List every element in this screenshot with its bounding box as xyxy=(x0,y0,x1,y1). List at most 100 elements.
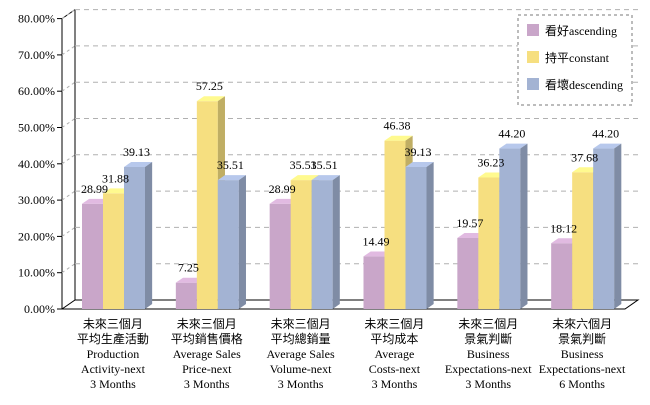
bar-front xyxy=(103,193,124,309)
x-category-label-line: 景氣判斷 xyxy=(558,332,606,346)
value-label: 39.13 xyxy=(123,145,150,159)
bar-front xyxy=(175,282,197,309)
bar-front xyxy=(593,148,615,309)
value-label: 35.51 xyxy=(217,158,244,172)
legend-swatch xyxy=(527,78,539,90)
gridline-diagonal xyxy=(61,45,76,56)
y-tick-label: 30.00% xyxy=(18,193,55,207)
bar-front xyxy=(457,237,479,309)
gridline-diagonal xyxy=(61,190,76,201)
value-label: 31.88 xyxy=(102,171,129,185)
y-tick-label: 20.00% xyxy=(18,229,55,243)
gridline-diagonal xyxy=(61,154,76,165)
y-tick-label: 70.00% xyxy=(18,48,55,62)
value-label: 28.99 xyxy=(269,182,296,196)
chart-floor xyxy=(60,299,640,310)
value-label: 37.68 xyxy=(571,150,598,164)
x-category-label-line: 3 Months xyxy=(184,377,230,391)
bar-front xyxy=(551,243,573,309)
gridline-diagonal xyxy=(61,226,76,237)
bars xyxy=(82,96,622,310)
bar-top xyxy=(384,135,413,141)
value-labels: 28.9931.8839.137.2557.2535.5128.9935.513… xyxy=(81,79,619,275)
bar-side xyxy=(426,162,434,309)
x-category-label-line: Business xyxy=(561,347,604,361)
bar-front xyxy=(269,203,291,309)
x-category-label-line: 未來三個月 xyxy=(458,317,518,331)
bar-front xyxy=(124,166,145,309)
bar-top xyxy=(217,175,246,181)
x-category-label-line: 平均成本 xyxy=(370,332,418,346)
x-category-label-line: 6 Months xyxy=(559,377,605,391)
bar-side xyxy=(145,162,153,309)
bar-front xyxy=(196,101,218,310)
bar-top xyxy=(405,162,434,167)
y-tick-label: 0.00% xyxy=(24,302,55,316)
value-label: 36.23 xyxy=(477,156,504,170)
x-category-label-line: 景氣判斷 xyxy=(464,332,512,346)
value-label: 14.49 xyxy=(363,234,390,248)
x-category-label-line: 3 Months xyxy=(465,377,511,391)
gridline-diagonal xyxy=(61,81,76,92)
x-category-label-line: 3 Months xyxy=(372,377,418,391)
bar-side xyxy=(238,175,246,309)
value-label: 44.20 xyxy=(498,127,525,141)
value-label: 46.38 xyxy=(384,119,411,133)
gridline-diagonal xyxy=(61,263,76,274)
legend-label: 看壞descending xyxy=(545,78,623,92)
x-category-label-line: Production xyxy=(87,347,140,361)
x-category-label-line: 未來三個月 xyxy=(364,317,424,331)
y-tick-label: 60.00% xyxy=(18,84,55,98)
x-category-label-line: 平均總銷量 xyxy=(271,331,331,346)
value-label: 19.57 xyxy=(456,216,483,230)
x-category-label-line: Price-next xyxy=(182,362,232,376)
y-tick-label: 50.00% xyxy=(18,121,55,135)
legend-label: 持平constant xyxy=(545,50,610,65)
y-axis-ticks: 0.00% 10.00% 20.00% 30.00% 40.00% 50.00% 60.00… xyxy=(18,12,62,316)
x-category-label-line: 3 Months xyxy=(90,377,136,391)
bar-front xyxy=(217,180,239,309)
value-label: 57.25 xyxy=(196,79,223,93)
bar-side xyxy=(520,143,528,309)
x-category-label-line: 未來三個月 xyxy=(83,317,143,331)
gridline-diagonal xyxy=(61,118,76,128)
bar-top xyxy=(499,143,528,149)
x-category-label-line: Average xyxy=(375,347,415,361)
x-category-label-line: 平均生產活動 xyxy=(77,331,149,346)
y-tick-label: 80.00% xyxy=(18,12,55,26)
value-label: 39.13 xyxy=(405,145,432,159)
gridlines xyxy=(61,9,638,274)
bar-top xyxy=(124,162,153,167)
bar-side xyxy=(332,175,340,309)
x-category-label-line: Volume-next xyxy=(270,362,332,376)
legend: 看好ascending 持平constant 看壞descending xyxy=(517,14,633,106)
x-category-label-line: 平均銷售價格 xyxy=(171,331,243,346)
y-tick-label: 40.00% xyxy=(18,157,55,171)
x-category-label-line: 未來六個月 xyxy=(552,317,612,331)
bar-front xyxy=(478,177,500,309)
bar-front xyxy=(363,256,385,309)
x-category-label-line: 3 Months xyxy=(278,377,324,391)
value-label: 28.99 xyxy=(81,182,108,196)
value-label: 35.51 xyxy=(290,158,317,172)
value-label: 7.25 xyxy=(178,261,199,275)
value-label: 44.20 xyxy=(592,127,619,141)
bar-top xyxy=(290,175,319,181)
x-category-label-line: Activity-next xyxy=(81,362,146,376)
x-category-label-line: Average Sales xyxy=(173,347,241,361)
x-category-label-line: Business xyxy=(467,347,510,361)
x-category-label-line: Average Sales xyxy=(267,347,335,361)
bar-front xyxy=(499,148,521,309)
bar-front xyxy=(384,140,406,309)
x-category-label-line: 未來三個月 xyxy=(177,317,237,331)
legend-label: 看好ascending xyxy=(545,24,617,38)
x-category-label-line: 未來三個月 xyxy=(271,317,331,331)
value-label: 35.51 xyxy=(311,158,338,172)
x-category-label-line: Costs-next xyxy=(369,362,421,376)
gridline-diagonal xyxy=(61,9,76,20)
bar-front xyxy=(311,180,333,309)
bar-top xyxy=(196,96,225,102)
bar-side xyxy=(614,143,622,309)
